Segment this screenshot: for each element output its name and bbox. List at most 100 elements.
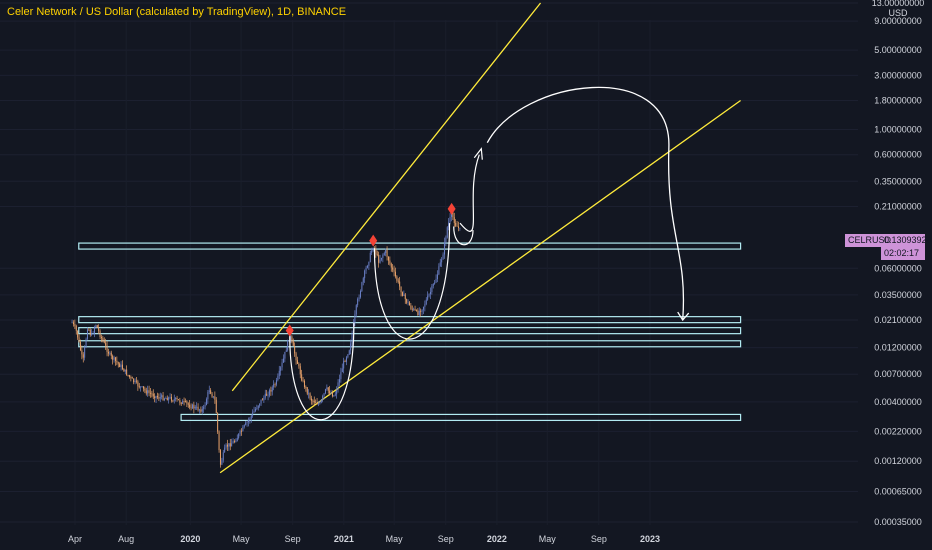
candle-body (228, 443, 230, 447)
candle-body (149, 392, 151, 394)
trendlines (219, 2, 741, 474)
last-price: 0.13093928 (884, 235, 932, 245)
candle-body (145, 390, 147, 394)
candle-body (432, 283, 434, 287)
y-tick-label: 0.00700000 (874, 369, 922, 379)
projection-up-arrow (459, 154, 480, 232)
candle-body (421, 309, 423, 312)
candle-body (455, 222, 457, 226)
y-tick-label: 3.00000000 (874, 70, 922, 80)
candle-body (459, 227, 461, 229)
candle-body (387, 256, 389, 261)
cup-curve (373, 223, 451, 340)
candle-body (323, 393, 325, 396)
candle-body (110, 352, 112, 356)
x-tick-label: Sep (438, 534, 454, 544)
candle-body (296, 360, 298, 364)
x-tick-label: May (539, 534, 557, 544)
candle-body (295, 353, 297, 361)
candle-body (107, 351, 109, 354)
candle-body (362, 278, 364, 283)
candle-body (319, 402, 321, 404)
candle-body (260, 399, 262, 404)
candle-body (161, 395, 163, 398)
candle-body (152, 393, 154, 397)
countdown: 02:02:17 (884, 248, 920, 258)
candle-body (88, 329, 90, 331)
last-price-badge: CELRUSD0.13093928 (845, 234, 932, 247)
candle-body (222, 452, 224, 461)
candle-body (422, 306, 424, 310)
y-tick-label: 0.00220000 (874, 426, 922, 436)
candle-body (313, 400, 315, 403)
candle-body (336, 389, 338, 395)
candle-body (203, 406, 205, 409)
candle-body (221, 460, 223, 465)
candle-body (254, 409, 256, 412)
candle-body (86, 329, 88, 339)
candle-body (345, 357, 347, 362)
candle-body (112, 355, 114, 360)
candle-body (133, 378, 135, 383)
candle-body (344, 360, 346, 362)
candle-body (217, 412, 219, 432)
candle-body (366, 265, 368, 268)
candle-body (326, 387, 328, 390)
candle-body (453, 217, 455, 223)
candle-body (240, 430, 242, 432)
arrow-head (677, 311, 690, 322)
x-tick-label: May (233, 534, 251, 544)
candle-body (79, 341, 81, 351)
candle-body (252, 412, 254, 416)
candle-body (282, 358, 284, 363)
candle-body (350, 343, 352, 351)
candle-body (191, 404, 193, 409)
candle-body (224, 447, 226, 453)
candle-body (320, 399, 322, 403)
y-tick-label: 0.00120000 (874, 456, 922, 466)
y-tick-label: 1.80000000 (874, 96, 922, 106)
candle-body (242, 426, 244, 432)
candle-body (443, 242, 445, 255)
candle-body (196, 406, 198, 408)
candle-body (189, 404, 191, 408)
candle-body (354, 314, 356, 323)
candle-body (284, 351, 286, 359)
candle-body (305, 386, 307, 388)
signal-marker (447, 202, 456, 215)
candle-body (411, 308, 413, 310)
candle-body (229, 443, 231, 447)
candle-body (317, 403, 319, 405)
candle-body (278, 370, 280, 376)
candle-body (268, 390, 270, 396)
candle-body (414, 308, 416, 311)
countdown-badge: 02:02:17 (881, 247, 925, 260)
candle-body (331, 393, 333, 397)
candle-body (340, 372, 342, 380)
candle-body (144, 388, 146, 391)
y-tick-label: 1.00000000 (874, 125, 922, 135)
candle-body (436, 274, 438, 280)
candle-body (424, 304, 426, 307)
x-tick-label: May (386, 534, 404, 544)
candle-body (135, 380, 137, 382)
y-tick-label: 0.21000000 (874, 201, 922, 211)
candle-body (154, 396, 156, 399)
candle-body (156, 396, 158, 398)
candle-body (288, 340, 290, 341)
candle-body (457, 226, 459, 228)
y-tick-label: 0.00065000 (874, 486, 922, 496)
candle-body (117, 362, 119, 364)
candle-body (141, 386, 143, 388)
candle-body (198, 409, 200, 411)
candle-body (180, 402, 182, 404)
candle-body (250, 415, 252, 419)
x-tick-label: Sep (285, 534, 301, 544)
candle-body (306, 387, 308, 394)
candle-body (449, 216, 451, 223)
candle-body (324, 389, 326, 394)
candles (71, 208, 461, 468)
candle-body (329, 390, 331, 394)
candle-body (438, 266, 440, 275)
